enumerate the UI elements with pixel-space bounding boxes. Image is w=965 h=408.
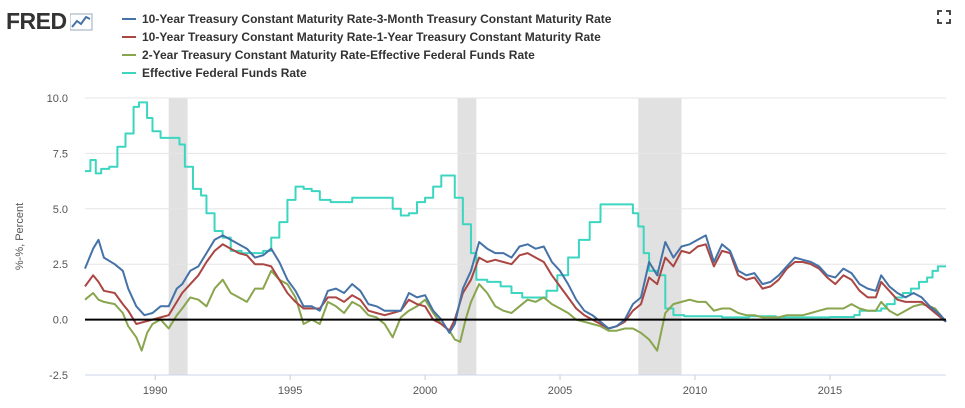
- legend-item[interactable]: 10-Year Treasury Constant Maturity Rate-…: [122, 10, 611, 28]
- fred-logo[interactable]: FRED: [6, 8, 94, 35]
- legend-label: 10-Year Treasury Constant Maturity Rate-…: [142, 12, 612, 26]
- y-tick-label: -2.5: [49, 370, 68, 382]
- recession-band: [457, 98, 477, 375]
- logo-text: FRED: [6, 8, 67, 34]
- recession-band: [638, 98, 682, 375]
- series-line-1[interactable]: [84, 243, 947, 332]
- y-tick-label: 7.5: [53, 148, 68, 160]
- x-tick-label: 2010: [683, 385, 707, 397]
- y-tick-label: 2.5: [53, 259, 68, 271]
- x-tick-label: 1995: [278, 385, 302, 397]
- legend-swatch: [122, 54, 136, 56]
- legend-swatch: [122, 18, 136, 20]
- x-tick-label: 2015: [818, 385, 842, 397]
- legend-item[interactable]: 2-Year Treasury Constant Maturity Rate-E…: [122, 46, 611, 64]
- x-tick-label: 1990: [143, 385, 167, 397]
- x-tick-label: 2000: [413, 385, 437, 397]
- legend-label: 2-Year Treasury Constant Maturity Rate-E…: [142, 48, 535, 62]
- chart-line-icon: [69, 13, 93, 30]
- legend-item[interactable]: Effective Federal Funds Rate: [122, 64, 611, 82]
- recession-band: [168, 98, 188, 375]
- y-tick-label: 0.0: [53, 315, 68, 327]
- legend: 10-Year Treasury Constant Maturity Rate-…: [122, 10, 611, 82]
- fullscreen-icon[interactable]: [937, 10, 951, 24]
- legend-label: 10-Year Treasury Constant Maturity Rate-…: [142, 30, 601, 44]
- y-tick-label: 5.0: [53, 204, 68, 216]
- series-line-2[interactable]: [84, 269, 947, 352]
- x-tick-label: 2005: [548, 385, 572, 397]
- series-line-0[interactable]: [84, 234, 947, 334]
- legend-swatch: [122, 36, 136, 38]
- legend-swatch: [122, 72, 136, 74]
- legend-item[interactable]: 10-Year Treasury Constant Maturity Rate-…: [122, 28, 611, 46]
- series-line-3[interactable]: [85, 101, 946, 319]
- y-tick-label: 10.0: [47, 93, 68, 105]
- legend-label: Effective Federal Funds Rate: [142, 66, 307, 80]
- y-axis-label: %-%, Percent: [14, 203, 26, 270]
